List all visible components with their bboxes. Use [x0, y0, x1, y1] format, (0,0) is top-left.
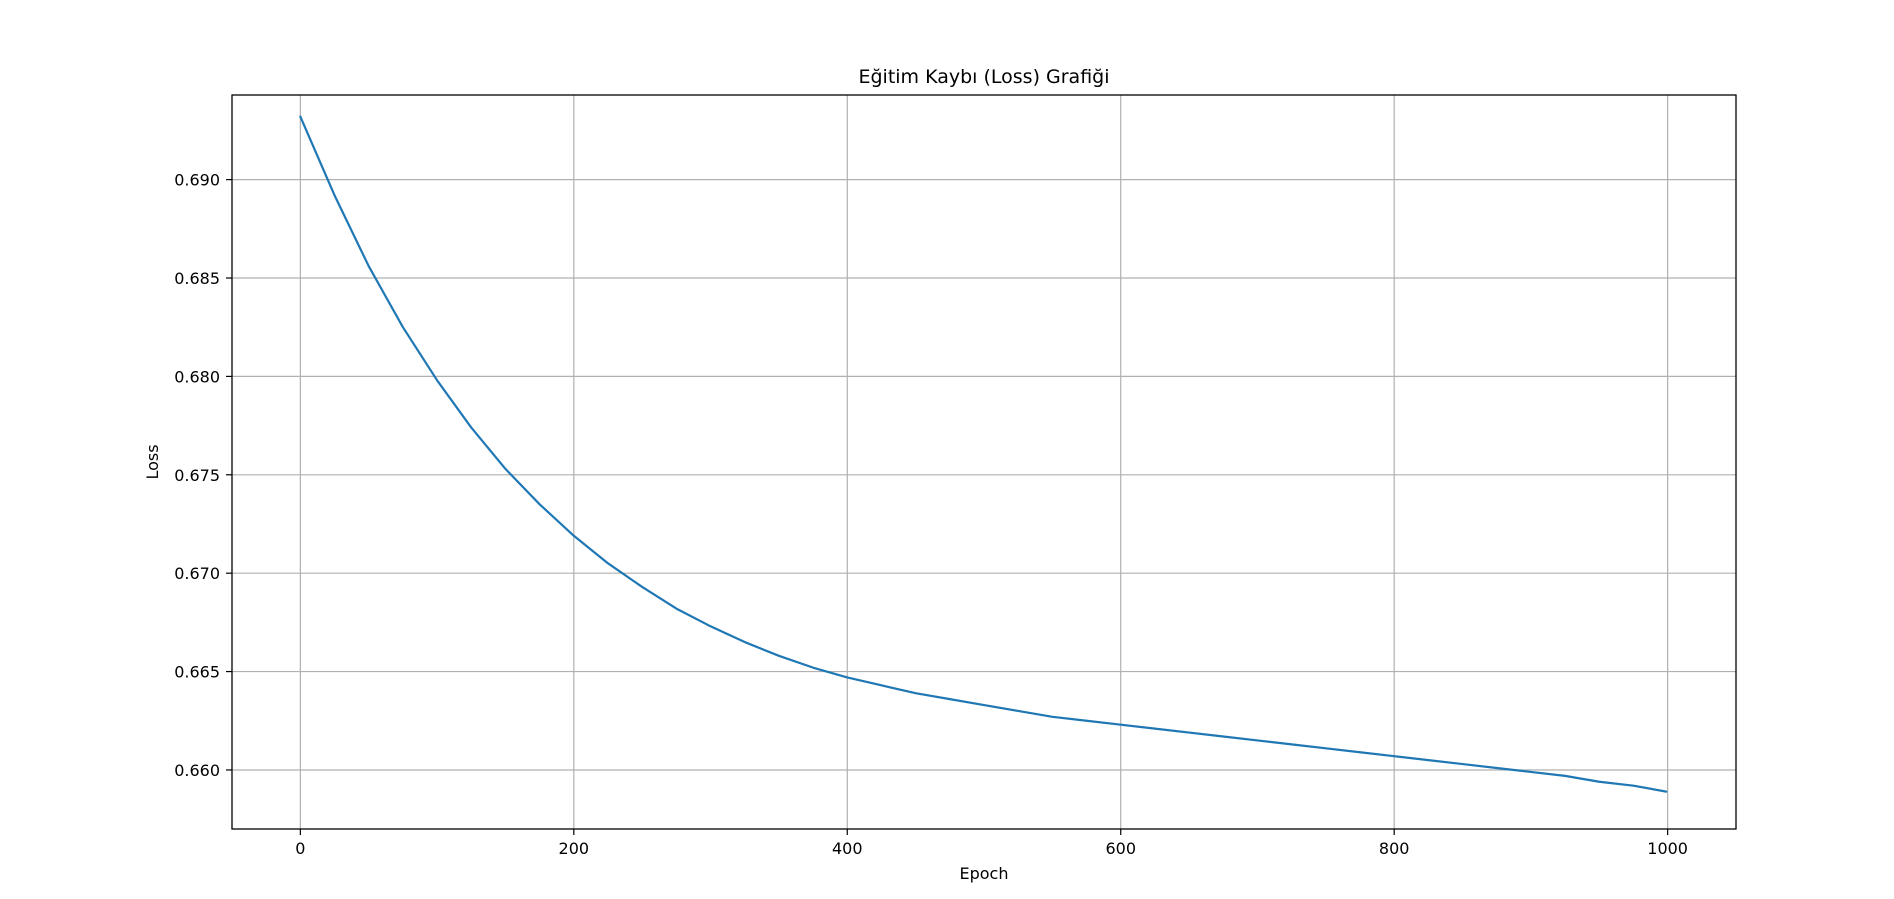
x-tick-label: 200	[559, 839, 590, 858]
plot-frame	[231, 94, 1737, 830]
y-tick-label: 0.660	[174, 761, 220, 780]
series-group	[299, 115, 1668, 793]
chart-title: Eğitim Kaybı (Loss) Grafiği	[858, 66, 1109, 88]
axes: 0 200 400 600 800 1000 0.660 0.665 0.670 0.675 0.6…	[174, 94, 1737, 858]
y-axis-label: Loss	[143, 444, 162, 479]
y-tick-label: 0.685	[174, 269, 220, 288]
grid-lines	[232, 95, 1736, 829]
x-tick-label: 800	[1379, 839, 1410, 858]
y-tick-label: 0.690	[174, 171, 220, 190]
y-tick-label: 0.665	[174, 663, 220, 682]
y-tick-label: 0.675	[174, 466, 220, 485]
x-tick-label: 600	[1105, 839, 1136, 858]
x-tick-label: 400	[832, 839, 863, 858]
x-axis-label: Epoch	[960, 864, 1009, 883]
y-tick-label: 0.670	[174, 564, 220, 583]
x-tick-label: 0	[295, 839, 305, 858]
loss-series-line	[299, 115, 1668, 793]
x-tick-label: 1000	[1647, 839, 1688, 858]
y-tick-label: 0.680	[174, 367, 220, 386]
